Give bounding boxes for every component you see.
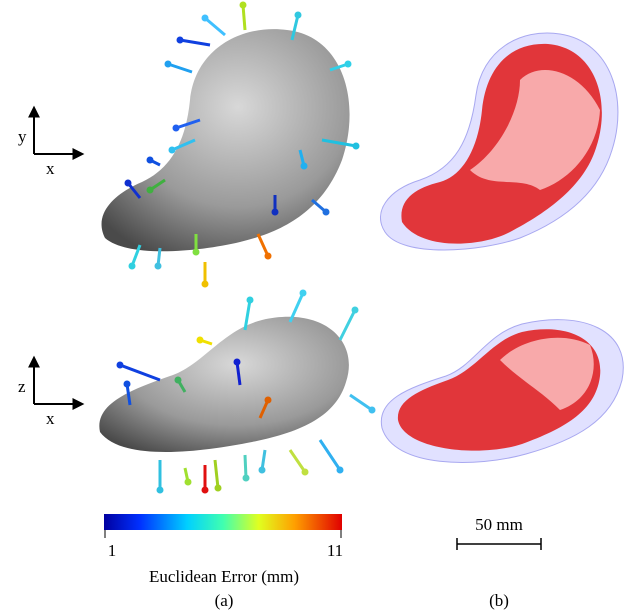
arrow-head — [369, 407, 376, 414]
arrow-head — [323, 209, 330, 216]
axis-label: z — [18, 377, 26, 396]
colorbar-label: Euclidean Error (mm) — [149, 567, 299, 586]
figure: y x z x 1 11 Euclidean Error (mm) (a) 50… — [0, 0, 631, 613]
arrow-head — [147, 187, 154, 194]
arrow-head — [295, 12, 302, 19]
arrow-head — [117, 362, 124, 369]
error-arrow — [215, 460, 218, 488]
arrow-head — [169, 147, 176, 154]
arrow-head — [177, 37, 184, 44]
arrow-head — [240, 2, 247, 9]
error-arrow — [205, 18, 225, 35]
error-arrow — [168, 64, 192, 72]
caption: (a) — [215, 591, 234, 610]
arrow-head — [272, 209, 279, 216]
arrow-head — [202, 15, 209, 22]
shape — [102, 29, 350, 251]
arrow-head — [155, 263, 162, 270]
arrow-head — [173, 125, 180, 132]
arrow-head — [175, 377, 182, 384]
arrow-head — [301, 163, 308, 170]
colorbar — [104, 514, 342, 530]
arrow-head — [234, 359, 241, 366]
scale-bar-label: 50 mm — [475, 515, 523, 534]
error-arrow — [290, 450, 305, 472]
arrow-head — [259, 467, 266, 474]
colorbar-max: 11 — [327, 541, 343, 560]
arrow-head — [345, 61, 352, 68]
arrow-head — [193, 249, 200, 256]
arrow-head — [300, 290, 307, 297]
colorbar-min: 1 — [108, 541, 117, 560]
arrow-head — [129, 263, 136, 270]
arrow-head — [337, 467, 344, 474]
arrow-head — [265, 253, 272, 260]
arrow-head — [147, 157, 154, 164]
arrow-head — [302, 469, 309, 476]
scale-bar — [457, 538, 541, 550]
arrow-head — [247, 297, 254, 304]
error-arrow — [180, 40, 210, 45]
arrow-head — [215, 485, 222, 492]
error-arrow — [320, 440, 340, 470]
arrow-head — [124, 381, 131, 388]
caption: (b) — [489, 591, 509, 610]
arrow-head — [243, 475, 250, 482]
arrow-head — [353, 143, 360, 150]
arrow-head — [165, 61, 172, 68]
arrow-head — [197, 337, 204, 344]
error-arrow — [120, 365, 160, 380]
shape — [99, 317, 349, 452]
arrow-head — [157, 487, 164, 494]
arrow-head — [265, 397, 272, 404]
error-arrow — [350, 395, 372, 410]
error-arrow — [340, 310, 355, 340]
arrow-head — [125, 180, 132, 187]
arrow-head — [202, 487, 209, 494]
arrow-head — [185, 479, 192, 486]
axis-label: y — [18, 127, 27, 146]
page: y x z x 1 11 Euclidean Error (mm) (a) 50… — [0, 0, 631, 613]
error-arrow — [258, 234, 268, 256]
axis-label: x — [46, 409, 55, 428]
arrow-head — [352, 307, 359, 314]
axis-label: x — [46, 159, 55, 178]
axis-glyph — [34, 108, 82, 404]
error-arrow — [243, 5, 245, 30]
arrow-head — [202, 281, 209, 288]
